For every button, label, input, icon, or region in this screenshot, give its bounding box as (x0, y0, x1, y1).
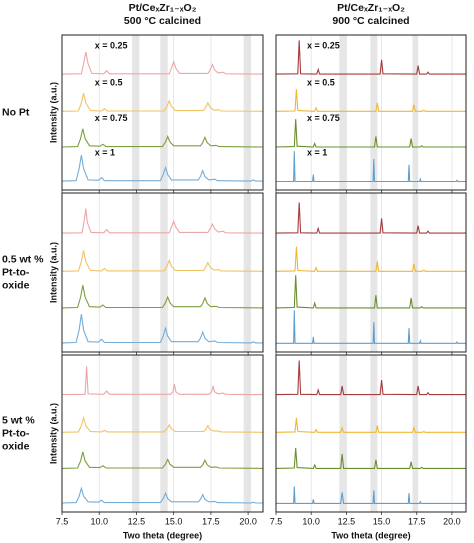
xrd-trace (62, 92, 263, 112)
shaded-band (243, 355, 252, 512)
shaded-band (131, 355, 140, 512)
x-axis-label: Two theta (degree) (331, 530, 410, 540)
xrd-trace (276, 417, 466, 433)
row-label: Pt-to- (2, 266, 30, 278)
shaded-band (160, 193, 168, 352)
xrd-trace (276, 246, 466, 272)
shaded-band (370, 193, 378, 352)
xrd-trace (276, 486, 466, 504)
panel-frame (275, 34, 467, 191)
shaded-band (131, 193, 140, 352)
shaded-band (412, 35, 419, 190)
y-axis-label: Intensity (a.u.) (48, 403, 58, 464)
row-label: oxide (2, 279, 30, 291)
x-tick-label: 7.5 (56, 516, 69, 526)
shaded-band (243, 35, 252, 190)
column-title: 900 °C calcined (332, 15, 409, 27)
xrd-trace (276, 202, 466, 234)
x-tick-label: 10.0 (90, 516, 108, 526)
series-label: x = 0.5 (307, 78, 335, 88)
xrd-trace (62, 285, 263, 309)
series-label: x = 0.5 (95, 78, 123, 88)
row-label: Pt-to- (2, 427, 30, 439)
shaded-band (370, 35, 378, 190)
xrd-trace (62, 208, 263, 234)
x-tick-label: 20.0 (443, 516, 461, 526)
xrd-trace (62, 415, 263, 433)
shaded-band (370, 355, 378, 512)
xrd-trace (276, 89, 466, 112)
xrd-trace (276, 119, 466, 148)
xrd-trace (276, 447, 466, 469)
series-label: x = 1 (95, 147, 115, 157)
shaded-band (160, 35, 168, 190)
panel-frame (61, 34, 264, 191)
shaded-band (339, 35, 347, 190)
x-tick-label: 12.5 (338, 516, 356, 526)
column-title: Pt/CeₓZr₁₋ₓO₂ (129, 2, 197, 14)
xrd-trace (62, 451, 263, 469)
shaded-band (243, 193, 252, 352)
row-label: 5 wt % (2, 414, 35, 426)
panel-frame (61, 192, 264, 353)
x-tick-label: 17.5 (408, 516, 426, 526)
panel-frame (275, 192, 467, 353)
series-label: x = 0.25 (95, 40, 128, 50)
shaded-band (339, 355, 347, 512)
series-label: x = 0.25 (307, 40, 340, 50)
xrd-trace (276, 310, 466, 344)
x-tick-label: 20.0 (239, 516, 257, 526)
xrd-trace (62, 128, 263, 148)
x-tick-label: 17.5 (202, 516, 220, 526)
y-axis-label: Intensity (a.u.) (48, 82, 58, 143)
shaded-band (131, 35, 140, 190)
xrd-trace (62, 366, 263, 396)
xrd-trace (276, 360, 466, 396)
panel-frame (61, 354, 264, 513)
xrd-trace (276, 40, 466, 75)
column-title: 500 °C calcined (124, 15, 201, 27)
row-label: oxide (2, 440, 30, 452)
y-axis-label: Intensity (a.u.) (48, 242, 58, 303)
xrd-trace (62, 51, 263, 75)
x-tick-label: 15.0 (373, 516, 391, 526)
row-label: 0.5 wt % (2, 253, 44, 265)
series-label: x = 1 (307, 147, 327, 157)
xrd-trace (62, 155, 263, 182)
xrd-trace (62, 250, 263, 272)
panel-frame (275, 354, 467, 513)
shaded-band (412, 355, 419, 512)
x-tick-label: 12.5 (128, 516, 146, 526)
row-label: No Pt (2, 106, 30, 118)
column-title: Pt/CeₓZr₁₋ₓO₂ (337, 2, 405, 14)
x-tick-label: 10.0 (302, 516, 320, 526)
xrd-trace (62, 486, 263, 504)
series-label: x = 0.75 (307, 113, 340, 123)
shaded-band (160, 355, 168, 512)
shaded-band (339, 193, 347, 352)
x-axis-label: Two theta (degree) (123, 530, 202, 540)
x-tick-label: 7.5 (270, 516, 283, 526)
xrd-trace (276, 151, 466, 183)
shaded-band (412, 193, 419, 352)
xrd-trace (276, 275, 466, 309)
series-label: x = 0.75 (95, 113, 128, 123)
x-tick-label: 15.0 (165, 516, 183, 526)
xrd-trace (62, 314, 263, 344)
